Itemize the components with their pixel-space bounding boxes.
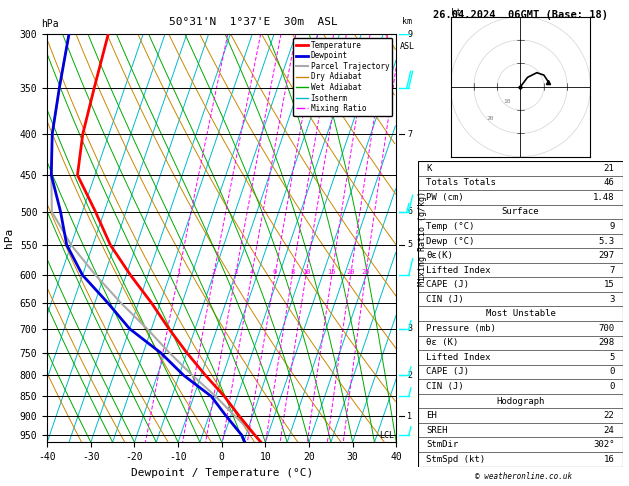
- Text: 0: 0: [609, 382, 615, 391]
- Text: Mixing Ratio (g/kg): Mixing Ratio (g/kg): [418, 191, 426, 286]
- Text: 6: 6: [273, 269, 277, 275]
- Text: 50°31'N  1°37'E  30m  ASL: 50°31'N 1°37'E 30m ASL: [169, 17, 338, 27]
- Text: CAPE (J): CAPE (J): [426, 367, 469, 377]
- Text: 3: 3: [609, 295, 615, 304]
- Text: Totals Totals: Totals Totals: [426, 178, 496, 187]
- Text: 5.3: 5.3: [598, 237, 615, 245]
- Text: 5: 5: [408, 241, 412, 249]
- Text: CAPE (J): CAPE (J): [426, 280, 469, 289]
- Text: Hodograph: Hodograph: [496, 397, 545, 406]
- Text: 3: 3: [233, 269, 238, 275]
- Text: 20: 20: [487, 116, 494, 122]
- Text: SREH: SREH: [426, 426, 448, 434]
- Text: 3: 3: [408, 324, 412, 333]
- Text: 9: 9: [609, 222, 615, 231]
- Text: 10: 10: [504, 100, 511, 104]
- Text: 8: 8: [290, 269, 294, 275]
- Text: 298: 298: [598, 338, 615, 347]
- Text: Dewp (°C): Dewp (°C): [426, 237, 475, 245]
- Text: km: km: [403, 17, 412, 26]
- Text: 9: 9: [408, 30, 412, 38]
- Text: 21: 21: [604, 164, 615, 173]
- Legend: Temperature, Dewpoint, Parcel Trajectory, Dry Adiabat, Wet Adiabat, Isotherm, Mi: Temperature, Dewpoint, Parcel Trajectory…: [293, 38, 392, 116]
- Text: K: K: [426, 164, 432, 173]
- Text: Pressure (mb): Pressure (mb): [426, 324, 496, 333]
- Text: 25: 25: [361, 269, 370, 275]
- Text: 26.04.2024  06GMT (Base: 18): 26.04.2024 06GMT (Base: 18): [433, 10, 608, 20]
- Text: LCL: LCL: [379, 431, 394, 439]
- Text: Most Unstable: Most Unstable: [486, 309, 555, 318]
- Text: hPa: hPa: [41, 19, 58, 29]
- Text: 700: 700: [598, 324, 615, 333]
- Text: 10: 10: [302, 269, 310, 275]
- Y-axis label: hPa: hPa: [4, 228, 14, 248]
- Text: 2: 2: [211, 269, 216, 275]
- Text: 22: 22: [604, 411, 615, 420]
- Text: CIN (J): CIN (J): [426, 382, 464, 391]
- Text: 5: 5: [609, 353, 615, 362]
- Text: 1: 1: [176, 269, 181, 275]
- Text: 24: 24: [604, 426, 615, 434]
- X-axis label: Dewpoint / Temperature (°C): Dewpoint / Temperature (°C): [131, 468, 313, 478]
- Text: StmDir: StmDir: [426, 440, 459, 449]
- Text: 7: 7: [408, 130, 412, 139]
- Text: Lifted Index: Lifted Index: [426, 266, 491, 275]
- Text: 20: 20: [347, 269, 355, 275]
- Text: 1: 1: [408, 412, 412, 421]
- Text: © weatheronline.co.uk: © weatheronline.co.uk: [475, 472, 572, 481]
- Text: 2: 2: [408, 371, 412, 380]
- Text: EH: EH: [426, 411, 437, 420]
- Text: StmSpd (kt): StmSpd (kt): [426, 455, 486, 464]
- Text: ASL: ASL: [400, 42, 415, 51]
- Text: Temp (°C): Temp (°C): [426, 222, 475, 231]
- Text: Lifted Index: Lifted Index: [426, 353, 491, 362]
- Text: 46: 46: [604, 178, 615, 187]
- Text: 302°: 302°: [593, 440, 615, 449]
- Text: 1.48: 1.48: [593, 193, 615, 202]
- Text: 4: 4: [250, 269, 253, 275]
- Text: 15: 15: [604, 280, 615, 289]
- Text: 15: 15: [328, 269, 336, 275]
- Text: 16: 16: [604, 455, 615, 464]
- Text: 6: 6: [408, 207, 412, 216]
- Text: θε (K): θε (K): [426, 338, 459, 347]
- Text: PW (cm): PW (cm): [426, 193, 464, 202]
- Text: kt: kt: [450, 8, 460, 17]
- Text: 7: 7: [609, 266, 615, 275]
- Text: 297: 297: [598, 251, 615, 260]
- Text: 0: 0: [609, 367, 615, 377]
- Text: CIN (J): CIN (J): [426, 295, 464, 304]
- Text: Surface: Surface: [502, 208, 539, 216]
- Text: θε(K): θε(K): [426, 251, 454, 260]
